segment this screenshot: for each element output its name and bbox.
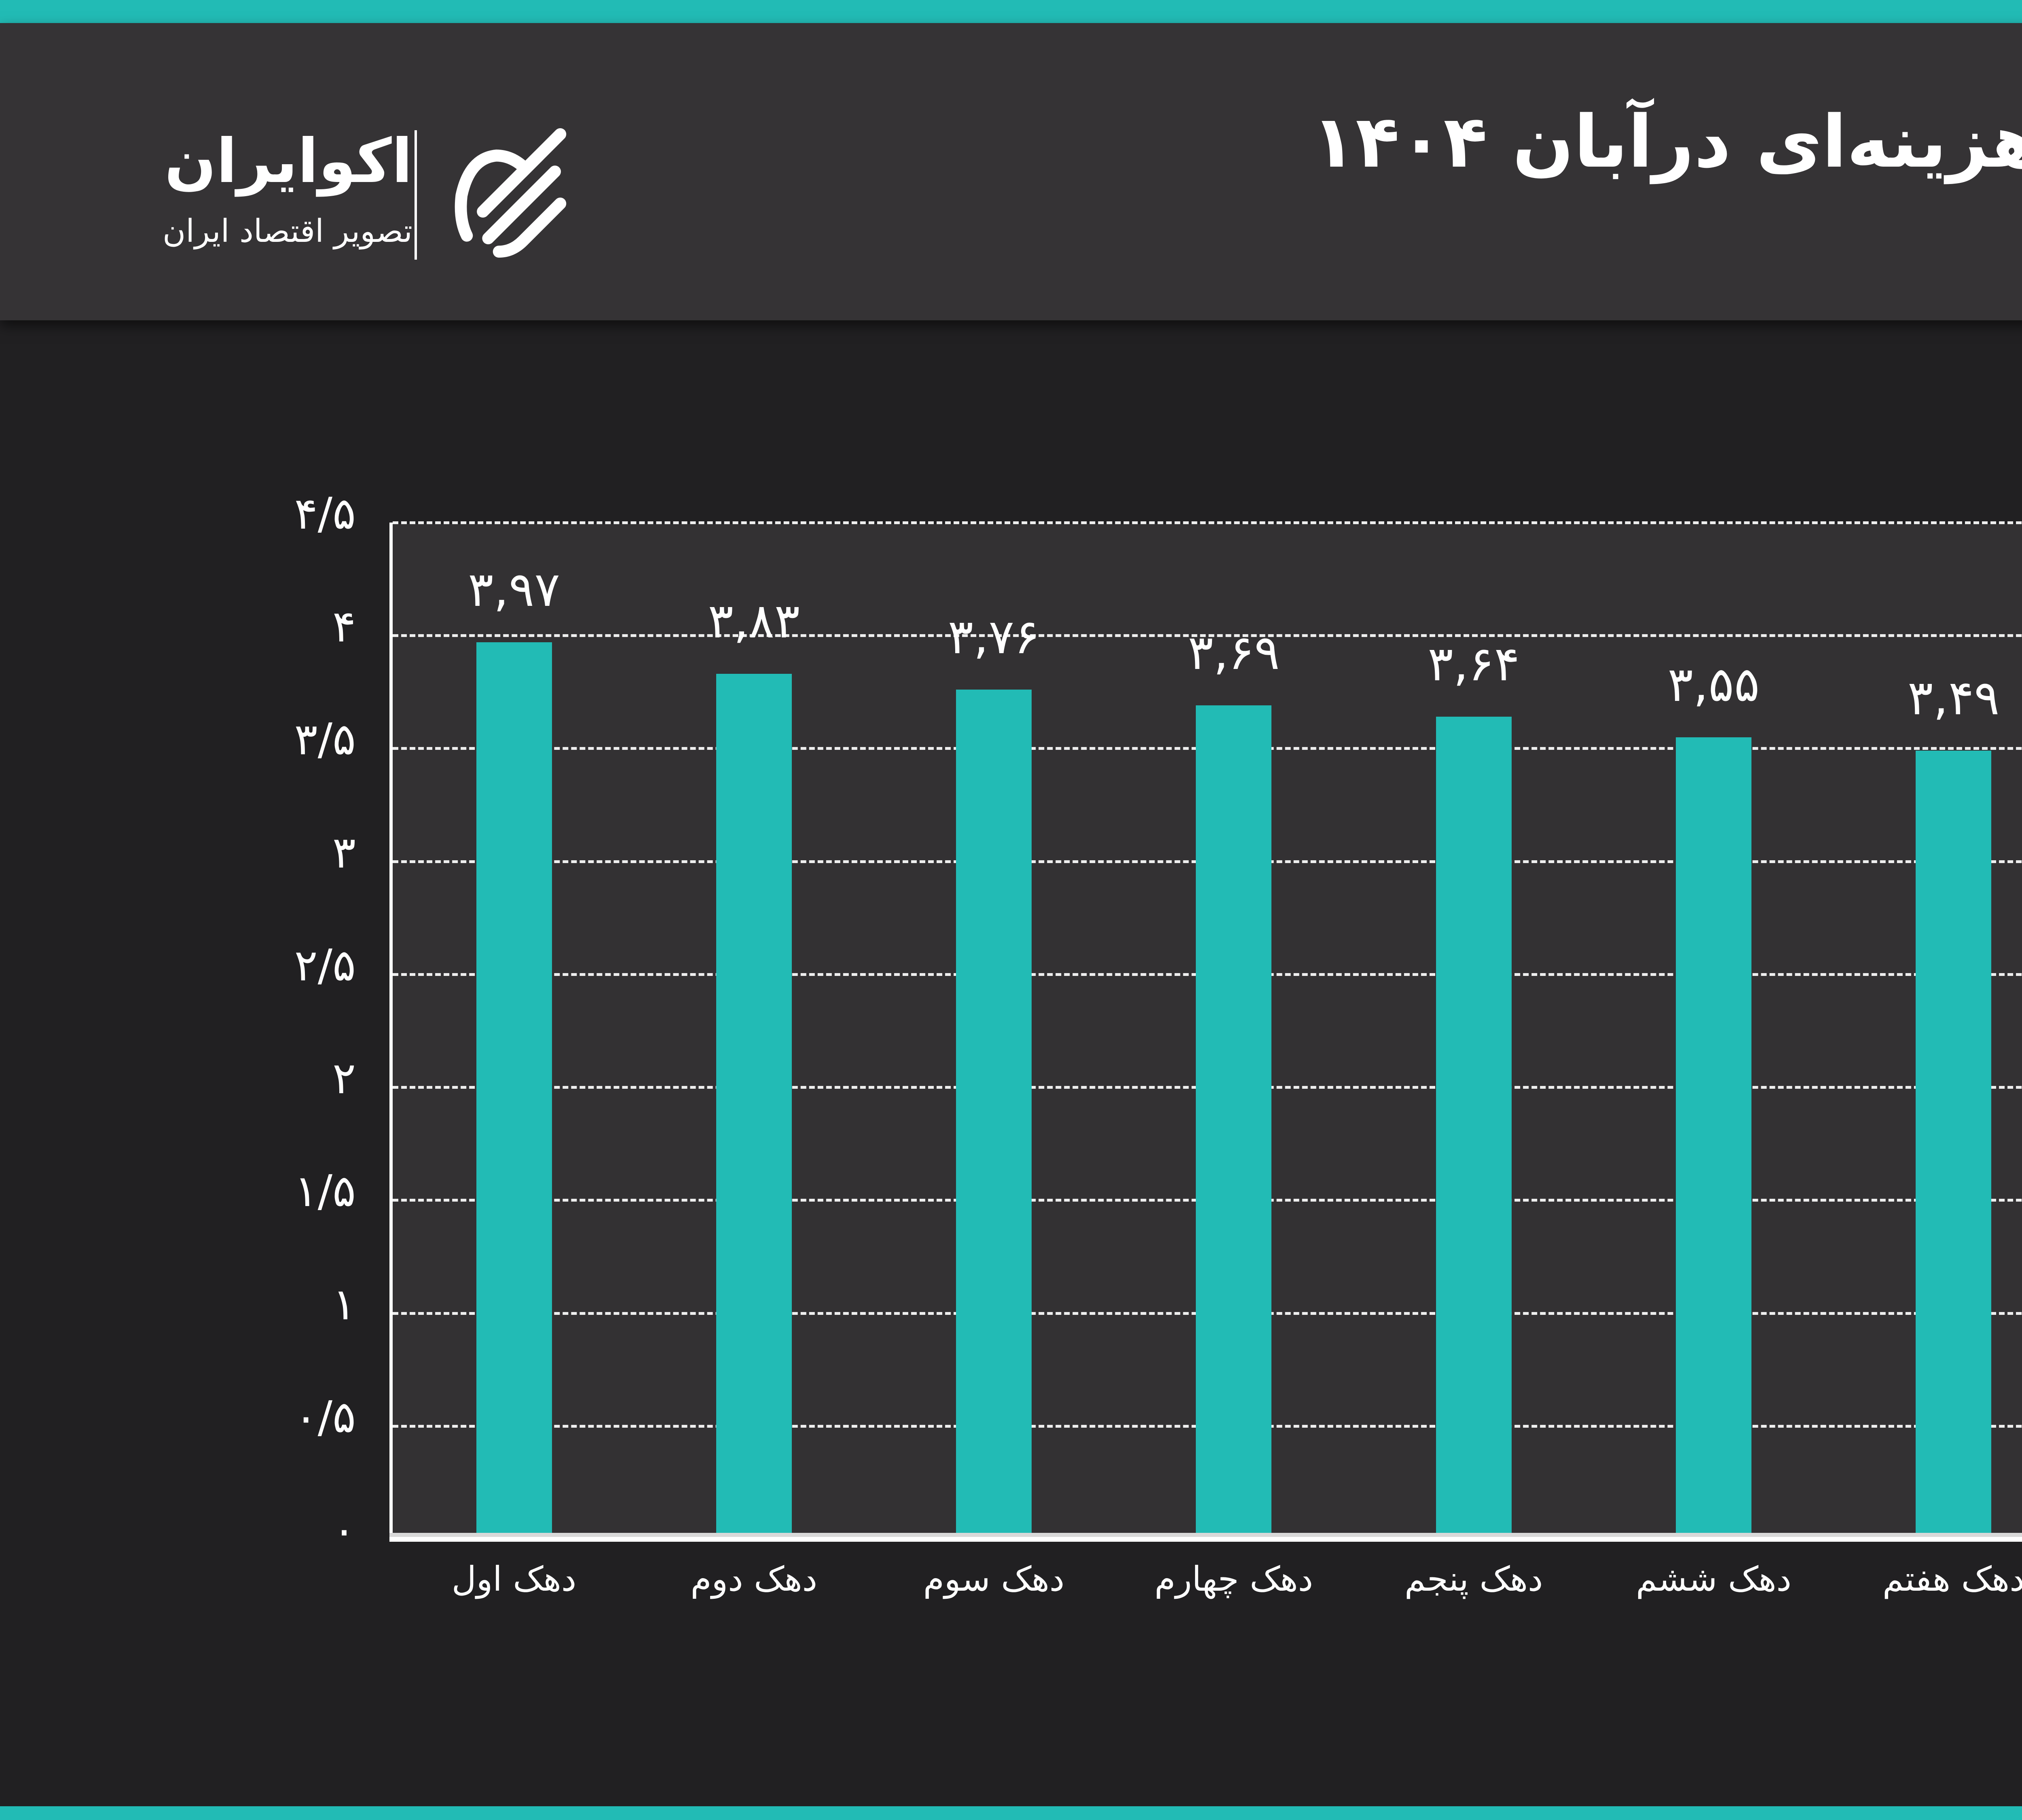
header: تورم ماهانه به تفکیک دهک‌های هزینه‌ای در… bbox=[0, 23, 2022, 320]
y-tick-label: ۲ bbox=[332, 1053, 356, 1104]
bar bbox=[1916, 751, 1992, 1539]
logo: اکوایران تصویر اقتصاد ایران bbox=[113, 126, 578, 264]
bar bbox=[476, 642, 552, 1539]
x-category-label: دهک چهارم bbox=[1154, 1559, 1313, 1599]
y-tick-label: ۰ bbox=[332, 1505, 356, 1555]
bar bbox=[1196, 705, 1272, 1539]
top-accent-strip bbox=[0, 0, 2022, 23]
bar bbox=[1676, 737, 1751, 1539]
bar bbox=[1436, 717, 1512, 1539]
x-category-label: دهک اول bbox=[451, 1559, 577, 1599]
bottom-accent-strip bbox=[0, 1806, 2022, 1820]
x-category-label: دهک هفتم bbox=[1882, 1559, 2022, 1599]
logo-divider bbox=[415, 130, 417, 260]
bar-value-label: ۳,۶۴ bbox=[1428, 636, 1520, 692]
x-category-label: دهک پنجم bbox=[1404, 1559, 1543, 1599]
y-tick-label: ۱/۵ bbox=[294, 1166, 356, 1217]
bar bbox=[716, 674, 792, 1539]
bar-value-label: ۳,۴۹ bbox=[1907, 670, 2000, 726]
y-tick-label: ۳ bbox=[332, 827, 356, 878]
y-axis-line bbox=[389, 523, 393, 1542]
x-category-label: دهک دوم bbox=[690, 1559, 818, 1599]
y-tick-label: ۱ bbox=[332, 1279, 356, 1330]
gridline bbox=[393, 521, 2022, 524]
y-tick-label: ۳/۵ bbox=[294, 714, 356, 765]
logo-tagline: تصویر اقتصاد ایران bbox=[163, 213, 412, 250]
logo-name: اکوایران bbox=[164, 126, 412, 197]
bar bbox=[956, 690, 1032, 1539]
gridline bbox=[393, 634, 2022, 637]
bar-value-label: ۳,۶۹ bbox=[1188, 624, 1280, 681]
bar-value-label: ۳,۷۶ bbox=[948, 609, 1040, 665]
bar-value-label: ۳,۸۳ bbox=[708, 593, 800, 649]
bar-value-label: ۳,۹۷ bbox=[468, 561, 560, 617]
bar-value-label: ۳,۵۵ bbox=[1667, 656, 1760, 712]
x-category-label: دهک ششم bbox=[1636, 1559, 1791, 1599]
x-category-label: دهک سوم bbox=[923, 1559, 1065, 1599]
y-tick-label: ۴ bbox=[332, 601, 356, 652]
y-tick-label: ۰/۵ bbox=[294, 1392, 356, 1443]
ecoiran-logo-icon bbox=[455, 128, 567, 258]
y-tick-label: ۲/۵ bbox=[294, 940, 356, 991]
chart-title: تورم ماهانه به تفکیک دهک‌های هزینه‌ای در… bbox=[1311, 100, 2022, 184]
x-axis-line bbox=[389, 1533, 2022, 1542]
y-tick-label: ۴/۵ bbox=[294, 489, 356, 539]
